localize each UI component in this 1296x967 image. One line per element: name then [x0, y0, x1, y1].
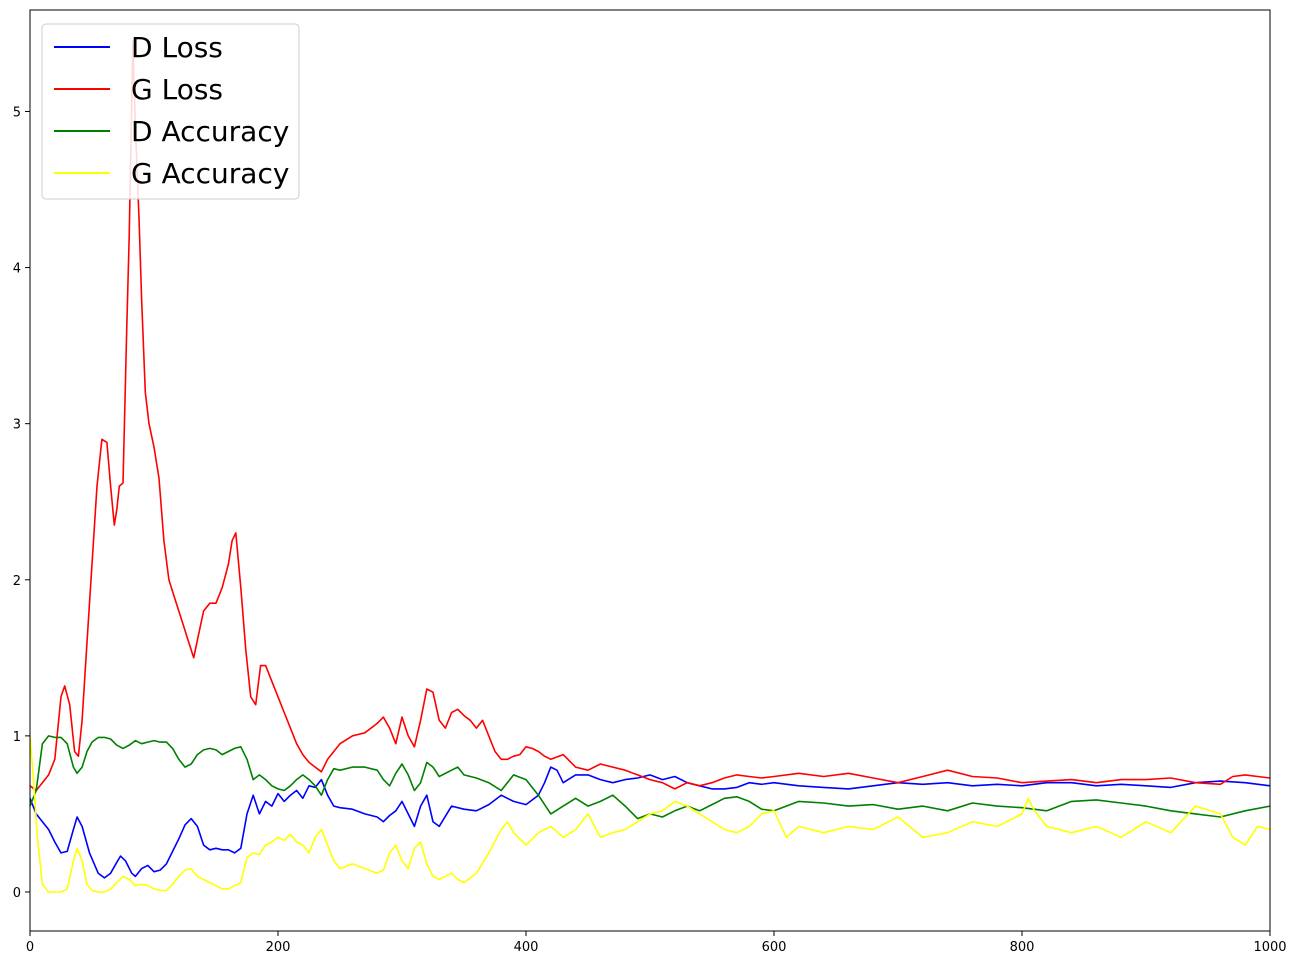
legend-label: G Loss — [131, 73, 223, 106]
y-axis: 0 1 2 3 4 5 — [13, 105, 30, 901]
x-tick-label: 1000 — [1253, 940, 1286, 955]
y-tick-label: 4 — [13, 262, 21, 277]
y-tick-label: 5 — [13, 105, 21, 120]
x-tick-label: 0 — [26, 940, 34, 955]
legend-box — [41, 23, 300, 200]
y-tick-label: 0 — [13, 886, 21, 901]
legend: D Loss G Loss D Accuracy G Accuracy — [41, 23, 300, 200]
x-axis: 0 200 400 600 800 1000 — [26, 931, 1287, 955]
y-tick-label: 2 — [13, 574, 21, 589]
legend-label: D Accuracy — [131, 115, 289, 148]
x-tick-label: 800 — [1010, 940, 1035, 955]
series-line-d-accuracy — [29, 735, 1271, 820]
series-line-g-accuracy — [29, 735, 1271, 893]
x-tick-label: 200 — [266, 940, 291, 955]
x-tick-label: 600 — [762, 940, 787, 955]
x-tick-label: 400 — [514, 940, 539, 955]
series-line-d-loss — [29, 766, 1271, 879]
plot-frame — [29, 9, 1271, 932]
y-tick-label: 3 — [13, 418, 21, 433]
y-tick-label: 1 — [13, 730, 21, 745]
legend-label: G Accuracy — [131, 157, 289, 190]
legend-label: D Loss — [131, 31, 223, 64]
